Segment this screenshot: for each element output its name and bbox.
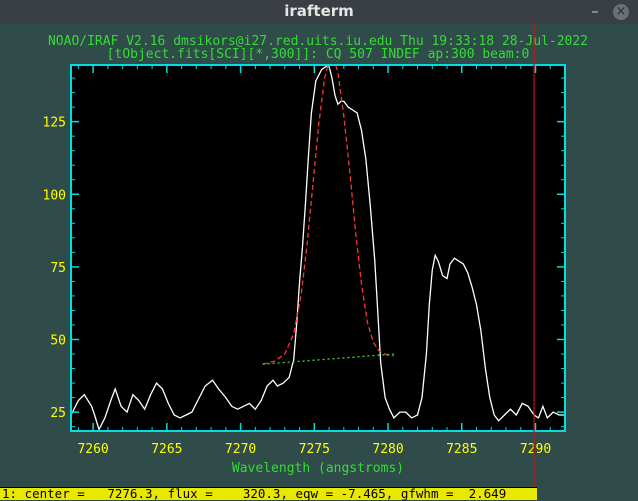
window-title: irafterm <box>284 2 354 20</box>
window-titlebar: irafterm – × <box>0 0 638 24</box>
x-tick-label: 7260 <box>77 442 108 457</box>
plot-background <box>71 65 565 431</box>
close-icon[interactable]: × <box>613 4 629 20</box>
y-tick-label: 75 <box>50 261 66 276</box>
y-tick-label: 25 <box>50 406 66 421</box>
status-line: 1: center = 7276.3, flux = 320.3, eqw = … <box>0 486 537 501</box>
x-tick-label: 7280 <box>372 442 403 457</box>
spectrum-line <box>71 65 565 431</box>
plot-header-line-1: NOAO/IRAF V2.16 dmsikors@i27.red.uits.iu… <box>48 34 588 49</box>
x-tick-label: 7265 <box>151 442 182 457</box>
graphics-plot[interactable]: NOAO/IRAF V2.16 dmsikors@i27.red.uits.iu… <box>0 24 638 499</box>
y-tick-label: 50 <box>50 334 66 349</box>
x-tick-label: 7270 <box>225 442 256 457</box>
y-tick-label: 125 <box>43 116 66 131</box>
y-tick-label: 100 <box>43 188 66 203</box>
gaussian-fit-line <box>262 65 394 365</box>
x-tick-label: 7285 <box>446 442 477 457</box>
minimize-icon[interactable]: – <box>591 2 599 20</box>
x-tick-label: 7275 <box>299 442 330 457</box>
x-tick-label: 7290 <box>520 442 551 457</box>
plot-header-line-2: [tObject.fits[SCI][*,300]]: CQ 507 INDEF… <box>107 47 530 62</box>
plot-frame <box>70 64 566 432</box>
x-axis-label: Wavelength (angstroms) <box>232 461 404 476</box>
status-text: 1: center = 7276.3, flux = 320.3, eqw = … <box>2 486 507 501</box>
continuum-line <box>262 353 394 365</box>
